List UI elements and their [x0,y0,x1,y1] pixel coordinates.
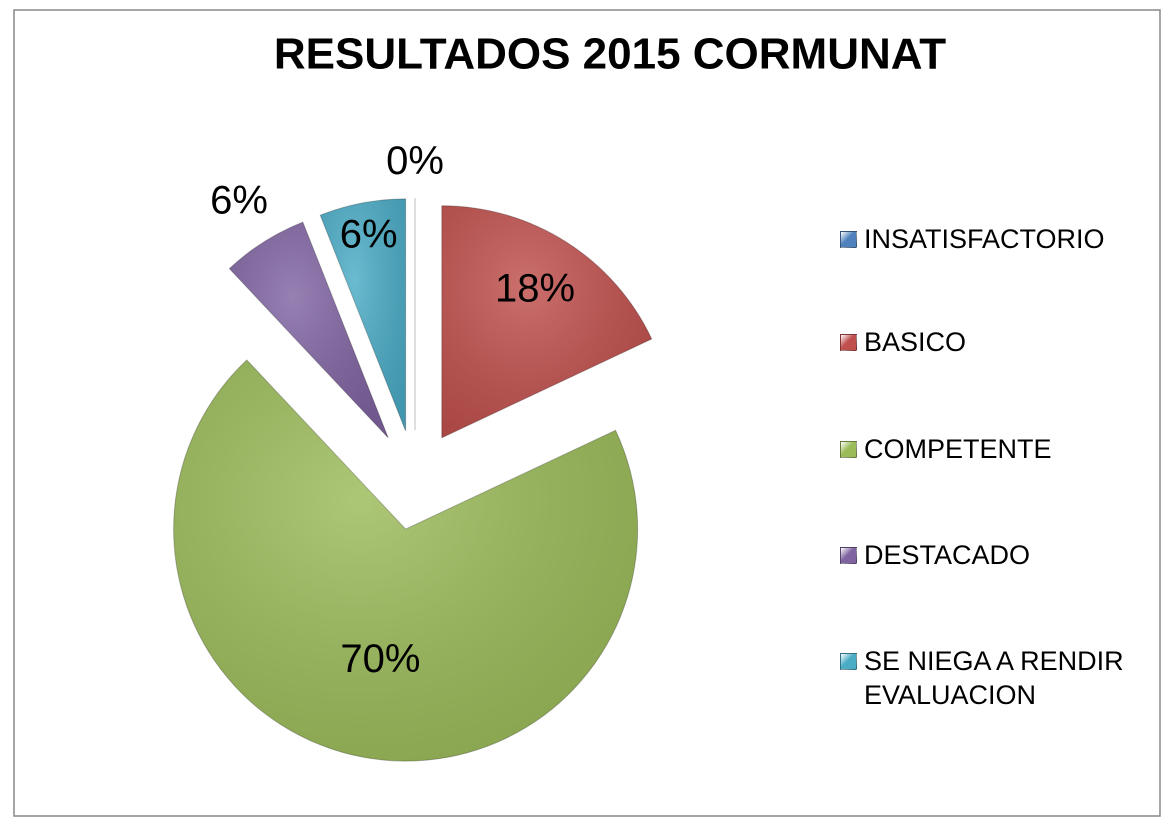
data-label: 70% [340,637,420,681]
legend-entry: INSATISFACTORIO [840,222,1160,256]
legend-entry: DESTACADO [840,538,1160,572]
legend-swatch [840,334,857,351]
chart-title: RESULTADOS 2015 CORMUNAT [274,30,946,79]
legend-label: SE NIEGA A RENDIR EVALUACION [864,646,1124,710]
legend-entry: COMPETENTE [840,432,1160,466]
legend-swatch [840,441,857,458]
legend-entry: SE NIEGA A RENDIR EVALUACION [840,644,1160,712]
data-label: 6% [340,213,398,257]
data-label: 6% [210,178,268,222]
legend-label: INSATISFACTORIO [864,224,1105,254]
legend-entry: BASICO [840,325,1160,359]
legend-label: BASICO [864,327,967,357]
data-label: 0% [386,139,444,183]
legend-swatch [840,653,857,670]
legend-swatch [840,547,857,564]
legend-label: COMPETENTE [864,434,1052,464]
legend-swatch [840,231,857,248]
legend-label: DESTACADO [864,540,1031,570]
data-label: 18% [495,266,575,310]
